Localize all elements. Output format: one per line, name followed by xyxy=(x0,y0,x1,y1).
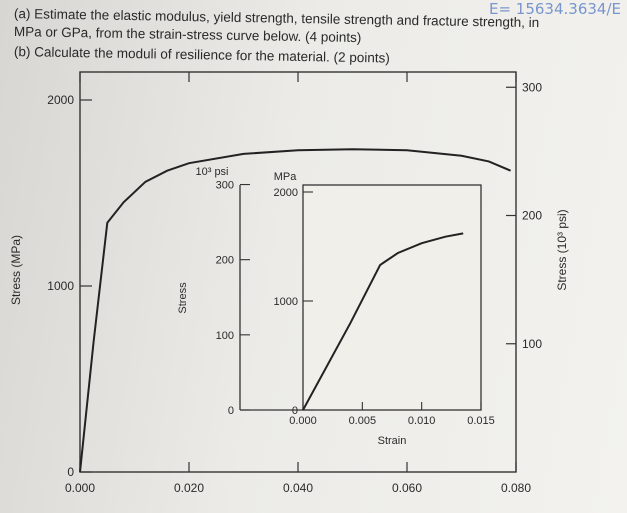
inset-y-tick-label-left: 0 xyxy=(228,405,234,417)
main-y-tick-label: 1000 xyxy=(47,279,74,293)
main-y-tick-label-right: 300 xyxy=(522,80,542,94)
inset-stress-strain-curve xyxy=(302,232,464,411)
main-y-tick-label-right: 200 xyxy=(522,209,542,223)
main-x-tick-label: 0.020 xyxy=(174,481,204,495)
main-y-tick-label-right: 100 xyxy=(522,337,542,351)
main-x-tick-label: 0.080 xyxy=(501,481,531,495)
inset-x-tick-label: 0.005 xyxy=(349,415,377,427)
inset-plot-frame xyxy=(302,184,482,411)
inset-y-tick-label-right: 1000 xyxy=(274,296,298,308)
inset-y-tick-label-right: 2000 xyxy=(274,187,298,199)
inset-x-tick-label: 0.010 xyxy=(408,415,436,427)
inset-y-tick-label-right: 0 xyxy=(292,405,298,417)
inset-x-tick-label: 0.015 xyxy=(467,415,495,427)
main-y-tick-label: 0 xyxy=(67,465,74,479)
main-y-axis-title-right: Stress (10³ psi) xyxy=(555,209,569,290)
main-x-tick-label: 0.060 xyxy=(392,481,422,495)
main-stress-strain-curve xyxy=(79,148,511,473)
inset-y-tick-label-left: 100 xyxy=(216,330,234,342)
main-y-tick-label: 2000 xyxy=(47,93,74,107)
main-x-tick-label: 0.000 xyxy=(65,481,95,495)
main-x-tick-label: 0.040 xyxy=(283,481,313,495)
inset-y-tick-label-left: 300 xyxy=(216,180,234,192)
main-y-axis-title: Stress (MPa) xyxy=(9,235,23,305)
inset-unit-right: MPa xyxy=(274,171,298,183)
inset-unit-left: 10³ psi xyxy=(195,166,228,178)
handwritten-note: E= 15634.3634/E xyxy=(488,0,621,18)
inset-x-axis-title: Strain xyxy=(378,435,407,447)
inset-y-axis-title: Stress xyxy=(177,282,189,314)
inset-x-tick-label: 0.000 xyxy=(289,415,317,427)
inset-y-tick-label-left: 200 xyxy=(216,255,234,267)
